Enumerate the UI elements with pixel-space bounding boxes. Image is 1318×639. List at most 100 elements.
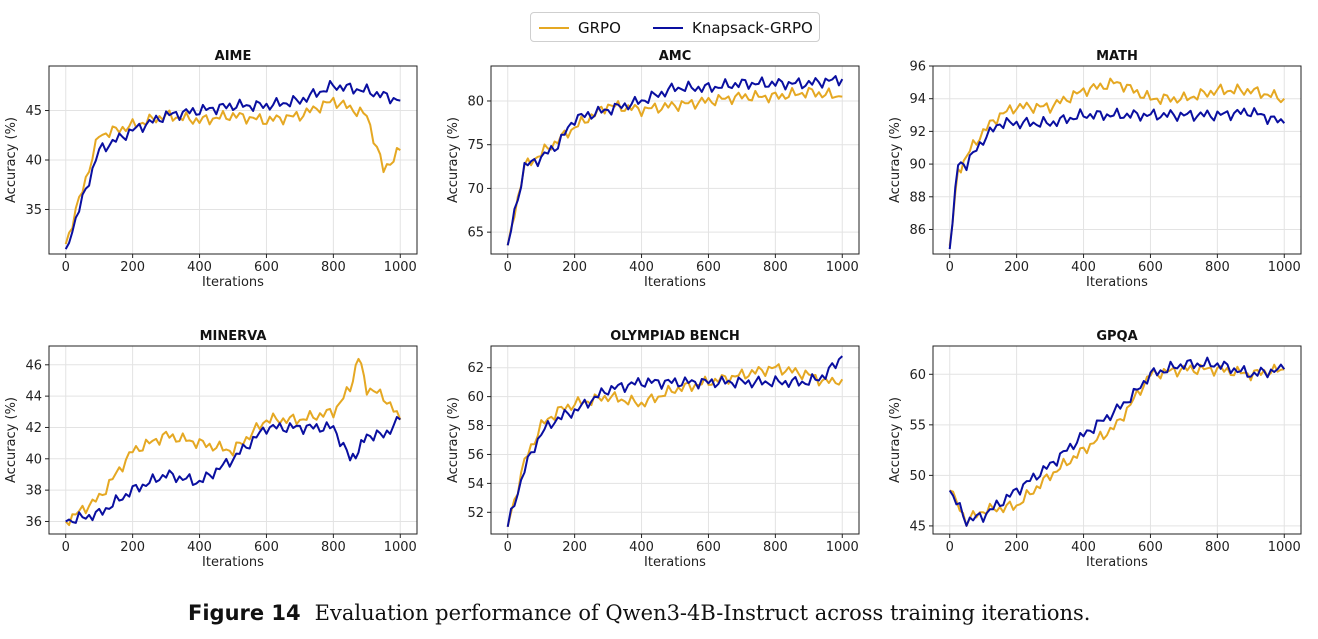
minerva-ytick-label: 46 [25,358,42,373]
olympiad-bench-title: OLYMPIAD BENCH [610,329,740,344]
math-xtick-label: 400 [1071,260,1096,275]
amc-xtick-label: 600 [696,260,721,275]
gpqa-ytick-label: 60 [909,368,926,383]
minerva-xtick-label: 800 [321,540,346,555]
aime-xlabel: Iterations [202,275,264,290]
olympiad-bench-series-grpo-line [506,363,844,528]
aime-xtick-label: 800 [321,260,346,275]
aime-ytick-label: 40 [25,154,42,169]
minerva-series-grpo-line [64,357,402,527]
aime-xtick-label: 0 [62,260,70,275]
gpqa-xtick-label: 1000 [1268,540,1301,555]
gpqa-series-knapsack-grpo-line [948,356,1286,527]
gpqa-title: GPQA [1096,329,1137,344]
gpqa-xtick-label: 0 [946,540,954,555]
olympiad-bench-ylabel: Accuracy (%) [446,397,461,483]
minerva-xlabel: Iterations [202,555,264,570]
minerva-xtick-label: 0 [62,540,70,555]
minerva-ytick-label: 36 [25,515,42,530]
amc-plot-frame [490,65,860,255]
minerva-ytick-label: 44 [25,390,42,405]
amc-ytick-label: 75 [467,138,484,153]
gpqa-ylabel: Accuracy (%) [888,397,903,483]
math-ytick-label: 90 [909,158,926,173]
gpqa-xtick-label: 200 [1004,540,1029,555]
olympiad-bench-series-knapsack-grpo-line [506,355,843,527]
aime-xtick-label: 600 [254,260,279,275]
legend-swatch-grpo [539,27,569,29]
olympiad-bench-xtick-label: 0 [504,540,512,555]
math-xtick-label: 0 [946,260,954,275]
olympiad-bench-xtick-label: 400 [629,540,654,555]
gpqa-xtick-label: 800 [1205,540,1230,555]
math-series-grpo-line [948,77,1286,246]
amc-xtick-label: 200 [562,260,587,275]
aime-series-grpo-line [64,96,401,245]
minerva-series-knapsack-grpo-line [65,416,401,524]
gpqa-plot-frame [932,345,1302,535]
math-ytick-label: 88 [909,190,926,205]
gpqa-ytick-label: 50 [909,469,926,484]
aime-title: AIME [215,49,252,64]
math-series-knapsack-grpo-line [948,107,1286,250]
olympiad-bench-xtick-label: 800 [763,540,788,555]
olympiad-bench-plot-frame [490,345,860,535]
olympiad-bench-xtick-label: 600 [696,540,721,555]
math-ytick-label: 92 [909,125,926,140]
aime-ylabel: Accuracy (%) [4,117,19,203]
gpqa-xtick-label: 600 [1138,540,1163,555]
aime-ytick-label: 45 [25,104,42,119]
minerva-xtick-label: 200 [120,540,145,555]
olympiad-bench-xtick-label: 1000 [826,540,859,555]
gpqa-xlabel: Iterations [1086,555,1148,570]
olympiad-bench-ytick-label: 56 [467,448,484,463]
math-ytick-label: 96 [909,60,926,75]
math-ytick-label: 94 [909,92,926,107]
amc-ytick-label: 80 [467,94,484,109]
gpqa-ytick-label: 45 [909,519,926,534]
minerva-ytick-label: 38 [25,484,42,499]
olympiad-bench-xtick-label: 200 [562,540,587,555]
math-ylabel: Accuracy (%) [888,117,903,203]
olympiad-bench-ytick-label: 52 [467,506,484,521]
math-xtick-label: 200 [1004,260,1029,275]
gpqa-ytick-label: 55 [909,418,926,433]
figure-caption: Figure 14 Evaluation performance of Qwen… [188,601,1090,625]
amc-xtick-label: 0 [504,260,512,275]
math-xtick-label: 600 [1138,260,1163,275]
legend-item-knapsack-grpo: Knapsack-GRPO [653,19,813,37]
minerva-ylabel: Accuracy (%) [4,397,19,483]
olympiad-bench-ytick-label: 60 [467,390,484,405]
minerva-title: MINERVA [200,329,267,344]
caption-text: Evaluation performance of Qwen3-4B-Instr… [314,601,1091,625]
aime-xtick-label: 400 [187,260,212,275]
legend-swatch-knapsack-grpo [653,27,683,29]
chart-legend: GRPO Knapsack-GRPO [530,12,820,42]
aime-xtick-label: 1000 [384,260,417,275]
caption-label: Figure 14 [188,601,301,625]
math-xtick-label: 1000 [1268,260,1301,275]
olympiad-bench-xlabel: Iterations [644,555,706,570]
amc-ytick-label: 70 [467,182,484,197]
aime-xtick-label: 200 [120,260,145,275]
aime-plot-frame [48,65,418,255]
math-xlabel: Iterations [1086,275,1148,290]
aime-series-knapsack-grpo-line [64,80,401,250]
minerva-ytick-label: 42 [25,421,42,436]
amc-xlabel: Iterations [644,275,706,290]
amc-ytick-label: 65 [467,226,484,241]
minerva-xtick-label: 400 [187,540,212,555]
amc-title: AMC [659,49,692,64]
amc-series-knapsack-grpo-line [506,75,844,246]
math-ytick-label: 86 [909,223,926,238]
gpqa-series-grpo-line [949,363,1285,527]
legend-label-grpo: GRPO [578,19,621,37]
amc-xtick-label: 1000 [826,260,859,275]
amc-xtick-label: 800 [763,260,788,275]
math-title: MATH [1096,49,1138,64]
olympiad-bench-ytick-label: 62 [467,361,484,376]
olympiad-bench-ytick-label: 54 [467,477,484,492]
minerva-ytick-label: 40 [25,452,42,467]
aime-ytick-label: 35 [25,203,42,218]
